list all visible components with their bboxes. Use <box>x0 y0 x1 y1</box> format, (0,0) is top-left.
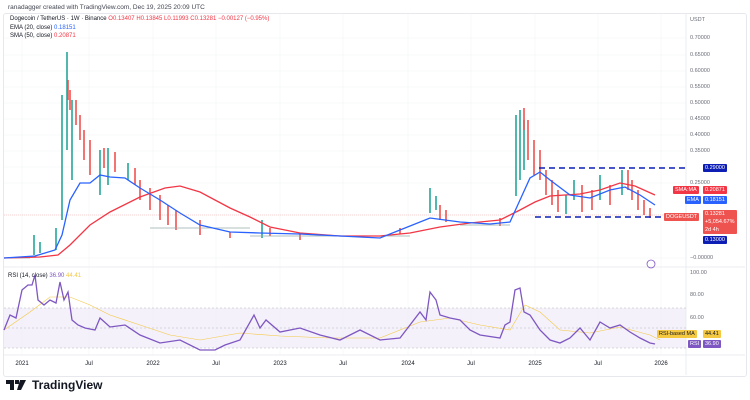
tick: 0.55000 <box>690 84 710 90</box>
tick: 0.35000 <box>690 148 710 154</box>
brand-name: TradingView <box>32 378 103 392</box>
x-tick: 2023 <box>273 361 287 367</box>
x-tick: Jul <box>212 361 220 367</box>
x-tick: 2025 <box>528 361 542 367</box>
x-tick: 2024 <box>401 361 415 367</box>
chart-legend: Dogecoin / TetherUS · 1W · Binance O0.13… <box>10 16 270 39</box>
unit-label: USDT <box>690 17 705 23</box>
tick: 0.70000 <box>690 35 710 41</box>
rsi-ma-tag: 44.41 <box>703 330 721 338</box>
tick: 0.50000 <box>690 100 710 106</box>
rsi-tag: 36.90 <box>703 340 721 348</box>
credit-line: ranadagger created with TradingView.com,… <box>8 4 205 11</box>
ema-tag: 0.18151 <box>703 196 727 204</box>
rsi-tick: 80.00 <box>690 292 704 298</box>
rsi-ma-tag-label: RSI-based MA <box>657 330 697 338</box>
tick: 0.25000 <box>690 180 710 186</box>
rsi-tag-label: RSI <box>688 340 702 348</box>
x-tick: Jul <box>339 361 347 367</box>
sma-tag: 0.20871 <box>703 186 727 194</box>
x-tick: Jul <box>467 361 475 367</box>
chart-frame <box>3 13 747 377</box>
tradingview-logo[interactable]: TradingView <box>6 378 102 392</box>
x-tick: Jul <box>85 361 93 367</box>
x-tick: Jul <box>594 361 602 367</box>
x-tick: 2021 <box>15 361 29 367</box>
tick: 0.45000 <box>690 116 710 122</box>
sma-tag-label: SMA:MA <box>673 186 699 194</box>
rsi-ma-line <box>3 296 661 341</box>
alert-icon <box>646 259 656 269</box>
ema-tag-label: EMA <box>685 196 701 204</box>
tv-logo-icon <box>6 380 26 390</box>
ema-line <box>3 171 656 259</box>
candles <box>8 52 651 259</box>
price-tag: 0.13281 +5,054.67% 2d 4h <box>703 210 737 234</box>
tick: 0.60000 <box>690 68 710 74</box>
rsi-line <box>3 274 656 351</box>
x-tick: 2022 <box>146 361 160 367</box>
rsi-tick: 100.00 <box>690 270 707 276</box>
support-tag: 0.13000 <box>703 236 727 244</box>
tick: −0.00000 <box>690 255 714 261</box>
x-tick: 2026 <box>654 361 668 367</box>
symbol-tag: DOGEUSDT <box>664 213 700 221</box>
rsi-tick: 60.00 <box>690 315 704 321</box>
tick: 0.65000 <box>690 52 710 58</box>
rsi-legend: RSI (14, close) 36.90 44.41 <box>8 273 82 279</box>
tick: 0.40000 <box>690 132 710 138</box>
resistance-tag: 0.29000 <box>703 164 727 172</box>
